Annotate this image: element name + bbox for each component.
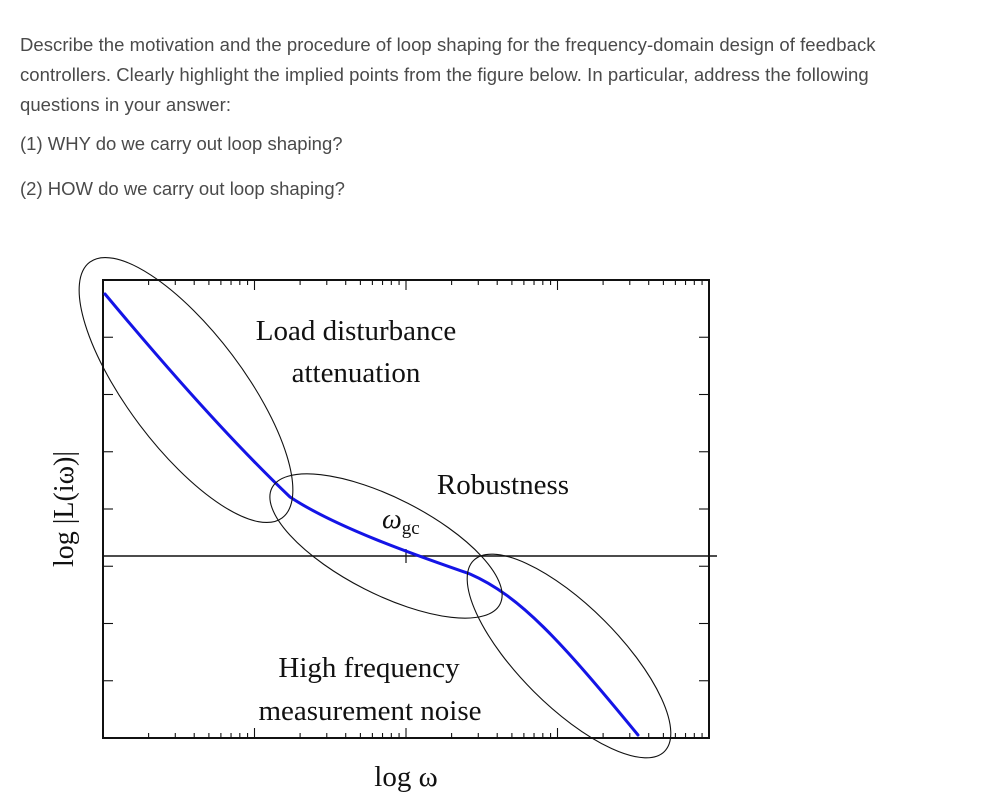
omega-symbol: ω	[382, 504, 402, 535]
load-disturbance-label-line2: attenuation	[292, 357, 421, 389]
question-item-how: (2) HOW do we carry out loop shaping?	[20, 178, 345, 199]
y-axis-label: log |L(iω)|	[49, 451, 80, 567]
question-item-why: (1) WHY do we carry out loop shaping?	[20, 133, 343, 154]
load-disturbance-label-line1: Load disturbance	[256, 315, 457, 347]
question-intro: Describe the motivation and the procedur…	[20, 34, 876, 115]
noise-label-line2: measurement noise	[258, 695, 481, 727]
question-text: Describe the motivation and the procedur…	[20, 30, 950, 120]
omega-subscript: gc	[402, 518, 420, 539]
load-disturbance-ellipse	[78, 256, 294, 524]
noise-label-line1: High frequency	[278, 652, 460, 684]
robustness-label: Robustness	[437, 469, 569, 501]
robustness-ellipse	[269, 473, 503, 619]
loop-gain-curve	[103, 292, 640, 737]
omega-gc-label: ωgc	[382, 504, 420, 539]
axis-ticks	[102, 279, 709, 739]
x-axis-label: log ω	[374, 761, 437, 793]
noise-ellipse	[466, 553, 672, 759]
